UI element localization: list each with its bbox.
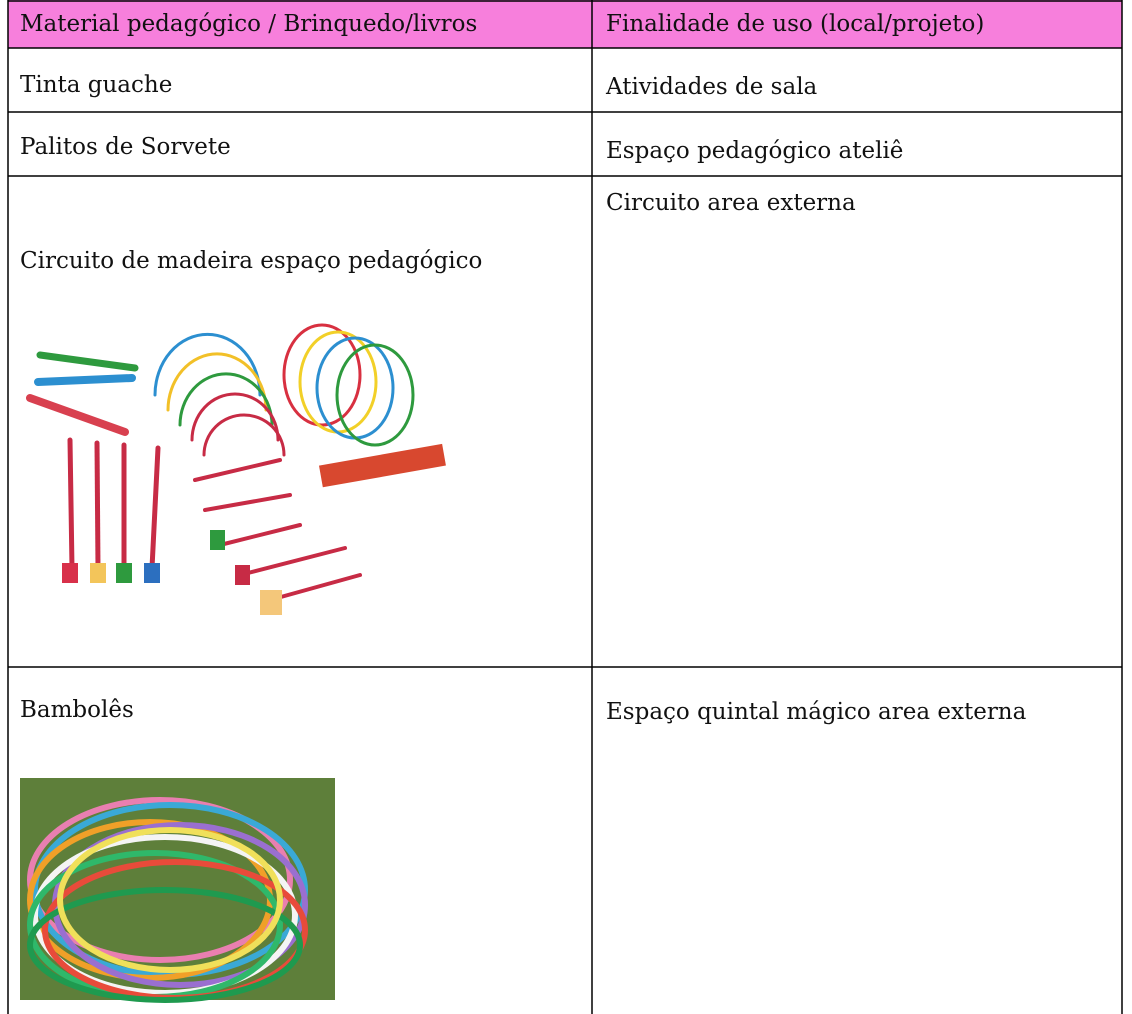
cell: Espaço quintal mágico area externa — [606, 699, 1027, 725]
header-background — [8, 0, 1122, 48]
cell: Palitos de Sorvete — [20, 134, 231, 160]
cell: Espaço pedagógico ateliê — [606, 138, 903, 164]
cell: Tinta guache — [20, 72, 172, 98]
header-cell: Finalidade de uso (local/projeto) — [606, 11, 984, 37]
cell: Bambolês — [20, 697, 134, 723]
table-borders — [7, 0, 1123, 1014]
header-cell: Material pedagógico / Brinquedo/livros — [20, 11, 477, 37]
cell: Circuito de madeira espaço pedagógico — [20, 248, 482, 274]
hoops-image — [20, 778, 335, 1003]
cell: Circuito area externa — [606, 190, 856, 216]
cell: Atividades de sala — [605, 74, 818, 100]
circuit-image — [26, 323, 446, 615]
